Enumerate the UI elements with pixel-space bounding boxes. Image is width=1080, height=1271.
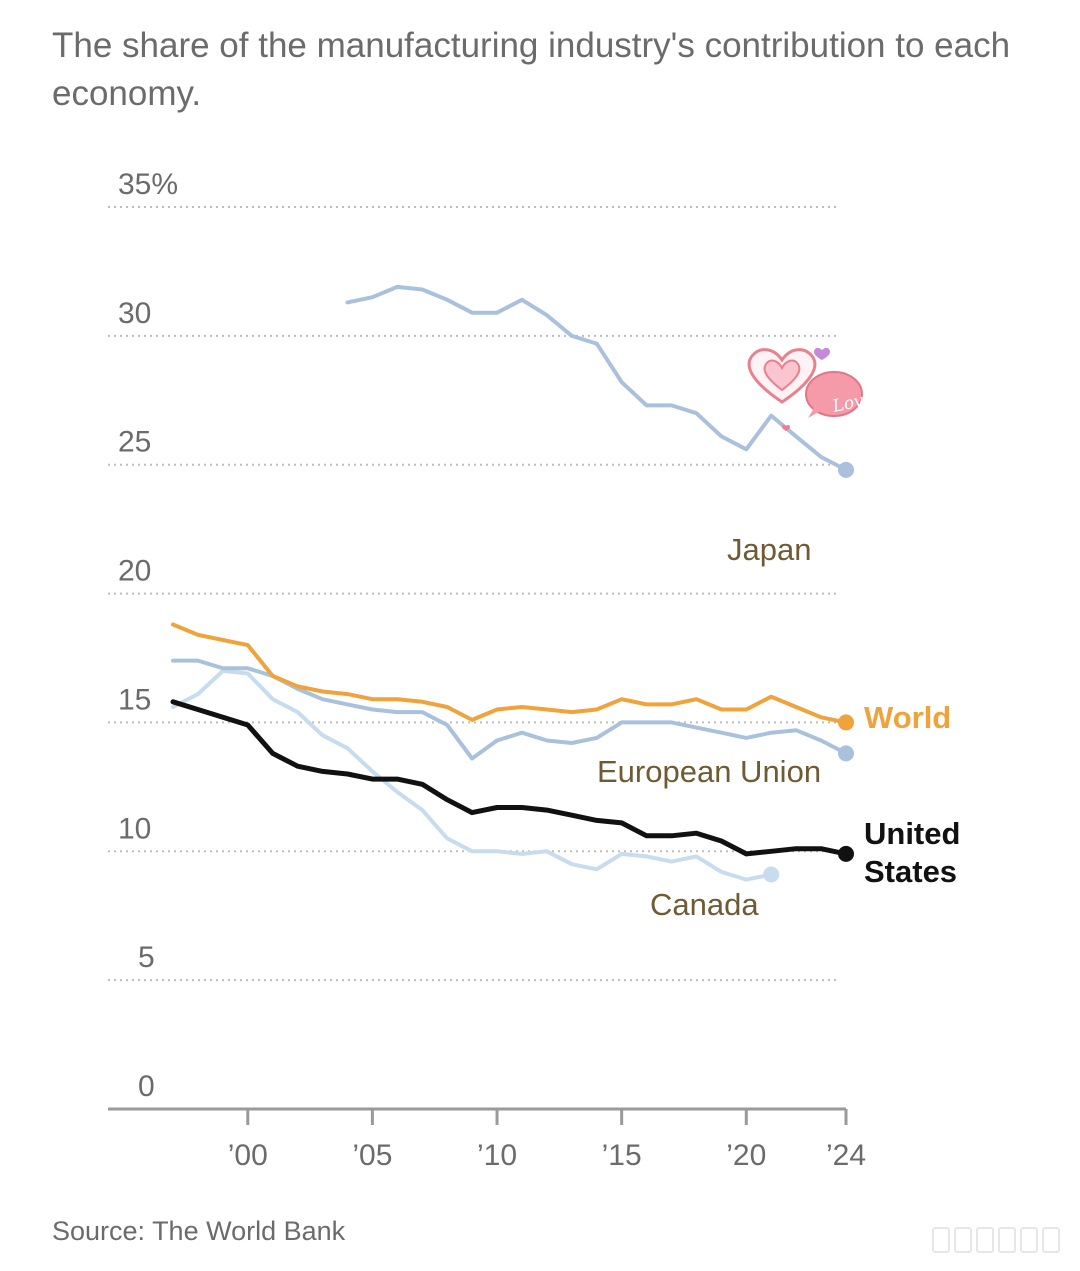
watermark	[932, 1227, 1060, 1253]
chart-title: The share of the manufacturing industry'…	[52, 26, 1011, 113]
series-line-united-states	[170, 699, 849, 857]
series-label-world: World	[864, 700, 951, 735]
love-sticker-icon	[747, 347, 863, 431]
x-tick-label: ’15	[602, 1139, 642, 1172]
series-label-japan: Japan	[727, 532, 811, 567]
y-tick-label: 5	[138, 941, 155, 974]
series-lines	[170, 284, 854, 883]
x-tick-label: ’10	[477, 1139, 517, 1172]
series-label-united-states-line1: United	[864, 816, 960, 851]
y-tick-label: 10	[118, 812, 151, 845]
series-end-dot-united-states	[838, 845, 854, 862]
x-axis: ’00 ’05 ’10 ’15 ’20 ’24	[108, 1107, 866, 1172]
series-line-canada	[171, 668, 774, 882]
x-tick-label: ’00	[228, 1139, 268, 1172]
y-tick-label: 0	[138, 1070, 155, 1103]
y-tick-label: 25	[118, 426, 151, 459]
series-label-european-union: European Union	[597, 754, 821, 789]
series-end-dot-canada	[763, 866, 780, 883]
series-end-dot-european-union	[838, 745, 854, 762]
y-tick-label: 15	[118, 683, 151, 716]
y-tick-label: 30	[118, 297, 151, 330]
source-note: Source: The World Bank	[52, 1216, 346, 1246]
series-end-dot-japan	[838, 461, 854, 478]
gridlines: 35% 30 25 20 15 10 5 0	[108, 168, 838, 1103]
x-tick-label: ’05	[352, 1139, 392, 1172]
series-line-world	[171, 622, 848, 725]
x-tick-label: ’20	[726, 1139, 766, 1172]
series-label-united-states-line2: States	[864, 854, 957, 889]
x-tick-label: ’24	[826, 1139, 866, 1172]
series-label-canada: Canada	[650, 887, 759, 922]
y-tick-label: 20	[118, 555, 151, 588]
series-end-dot-world	[838, 714, 854, 731]
y-tick-label: 35%	[118, 168, 178, 201]
series-line-japan	[345, 284, 848, 472]
